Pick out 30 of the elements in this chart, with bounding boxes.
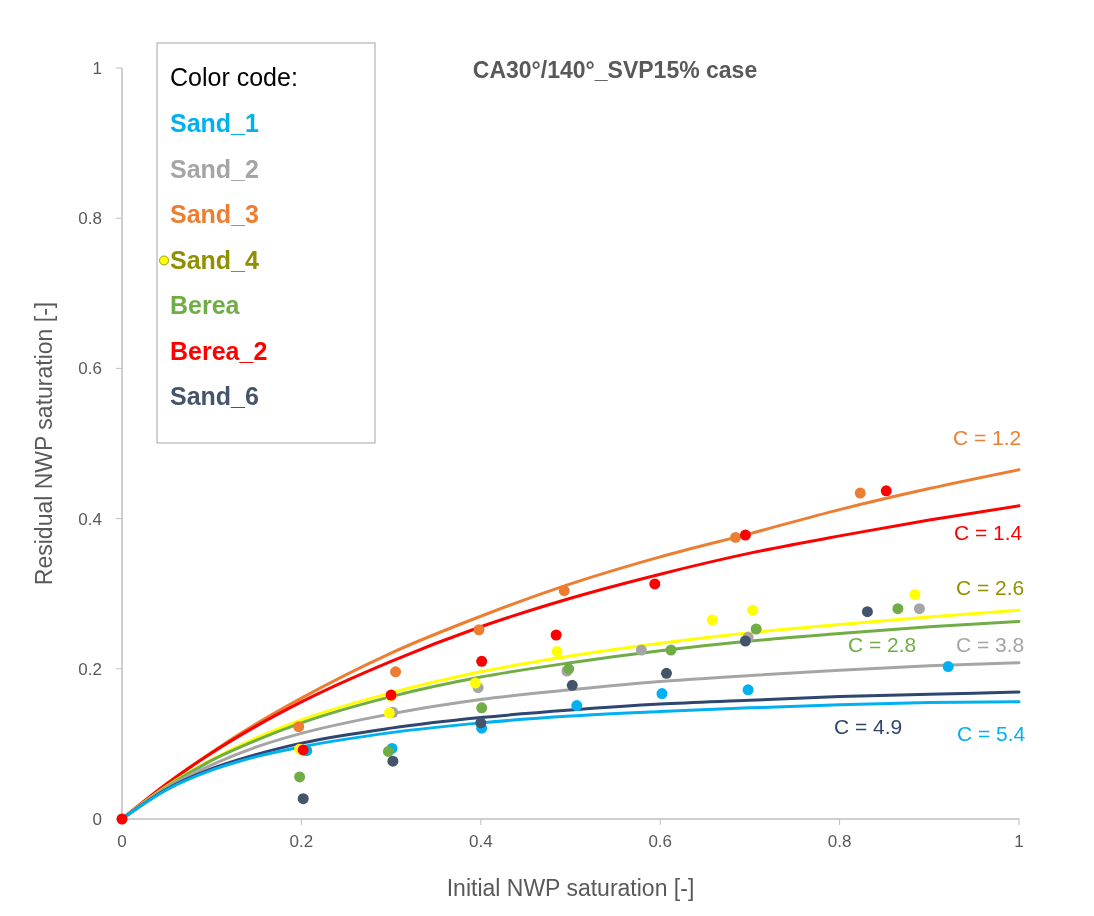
x-tick-label: 0.4	[468, 832, 493, 851]
x-tick-label: 0.2	[289, 832, 314, 851]
x-axis-title: Initial NWP saturation [-]	[446, 875, 695, 901]
x-tick-label: 1	[1014, 832, 1024, 851]
legend-label: Sand_4	[170, 245, 260, 274]
y-tick-label: 0.6	[78, 359, 102, 379]
x-tick-label: 0	[117, 832, 127, 851]
y-tick-label: 0.4	[78, 509, 102, 529]
text: Sand_2	[170, 154, 259, 183]
y-tick-label: 0.2	[78, 659, 102, 679]
text: Berea	[170, 291, 241, 319]
series-label: C = 1.2	[953, 426, 1022, 450]
series-label: C = 5.4	[957, 722, 1026, 746]
chart-title: CA30°/140°_SVP15% case	[472, 57, 758, 83]
series-label: C = 3.8	[956, 633, 1025, 657]
text: Sand_1	[170, 109, 260, 137]
series-label: C = 2.8	[848, 632, 917, 656]
series-label: C = 2.6	[956, 575, 1025, 599]
y-axis-title: Residual NWP saturation [-]	[31, 301, 57, 586]
legend-title: Color code:	[170, 63, 298, 91]
series-label: C = 4.9	[834, 715, 903, 739]
series-label: C = 1.4	[954, 521, 1023, 545]
y-tick-label: 1	[92, 58, 102, 78]
x-tick-label: 0.6	[648, 832, 673, 851]
y-tick-label: 0.8	[78, 209, 102, 229]
y-tick-label: 0	[92, 809, 102, 829]
text: Sand_6	[170, 382, 259, 410]
text: Sand_3	[170, 200, 259, 228]
x-tick-label: 0.8	[827, 832, 852, 851]
text: Berea_2	[170, 336, 268, 365]
